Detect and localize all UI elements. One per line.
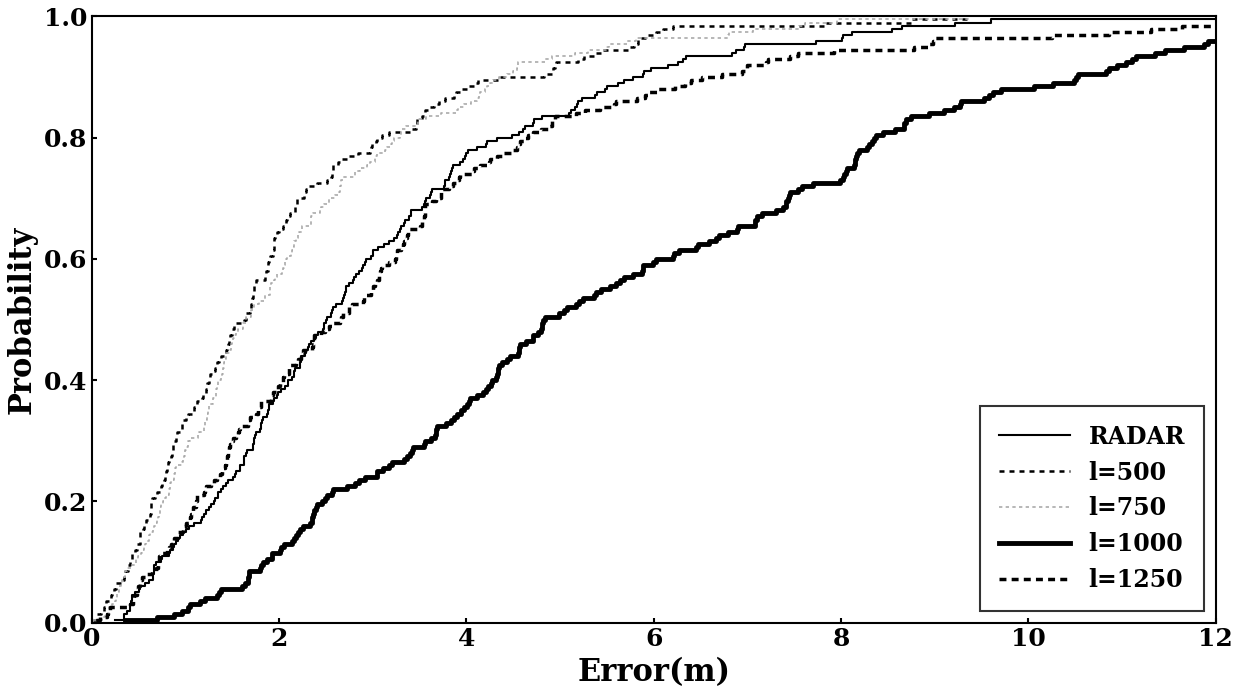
Y-axis label: Probability: Probability (7, 225, 38, 414)
Legend: RADAR, l=500, l=750, l=1000, l=1250: RADAR, l=500, l=750, l=1000, l=1250 (980, 406, 1204, 611)
X-axis label: Error(m): Error(m) (577, 657, 730, 688)
